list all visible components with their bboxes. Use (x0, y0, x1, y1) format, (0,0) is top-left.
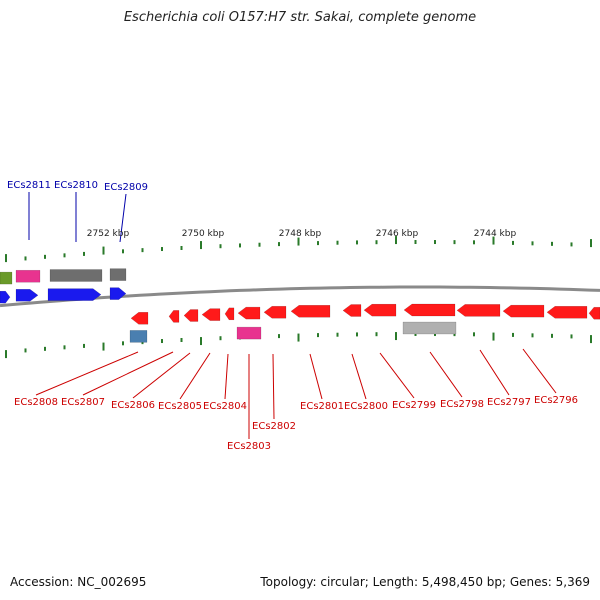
leader-line (379, 352, 415, 399)
reverse-gene-label: ECs2796 (534, 395, 578, 406)
gene-feature (168, 310, 180, 323)
position-labels: 2752 kbp 2750 kbp 2748 kbp 2746 kbp 2744 kbp (87, 229, 517, 239)
leader-line (119, 193, 127, 243)
gene-feature (109, 287, 127, 300)
gene-feature (363, 303, 397, 317)
position-label: 2752 kbp (87, 229, 130, 239)
gene-feature (15, 269, 41, 283)
reverse-gene-label: ECs2806 (111, 400, 155, 411)
label-leader-lines (28, 192, 557, 439)
gene-feature (546, 306, 588, 319)
reverse-gene-label: ECs2807 (61, 397, 105, 408)
gene-feature (15, 289, 39, 302)
position-label: 2748 kbp (279, 229, 322, 239)
gene-labels: ECs2811 ECs2810 ECs2809 ECs2808 ECs2807 ECs28… (7, 180, 578, 452)
gene-feature (290, 305, 331, 318)
reverse-gene-label: ECs2800 (344, 401, 388, 412)
position-label: 2744 kbp (474, 229, 517, 239)
tick-row-top (5, 236, 592, 263)
reverse-gene-label: ECs2798 (440, 399, 484, 410)
leader-line (179, 352, 211, 400)
leader-line (479, 349, 510, 396)
gene-feature (237, 306, 261, 320)
gene-feature (403, 303, 456, 317)
reverse-gene-label: ECs2808 (14, 397, 58, 408)
gene-feature (236, 326, 262, 340)
leader-line (522, 348, 557, 394)
leader-line (309, 353, 323, 400)
gene-feature (342, 304, 362, 317)
leader-line (429, 351, 463, 398)
reverse-gene-label: ECs2804 (203, 401, 247, 412)
reverse-gene-label: ECs2803 (227, 441, 271, 452)
gene-feature (47, 288, 102, 301)
genome-summary-text: Topology: circular; Length: 5,498,450 bp… (260, 575, 590, 589)
backbone-line (0, 285, 600, 308)
gene-feature (0, 271, 13, 285)
leader-line (272, 353, 275, 420)
gene-feature (263, 305, 287, 319)
reverse-gene-label: ECs2797 (487, 397, 531, 408)
gene-feature (49, 269, 103, 282)
position-label: 2750 kbp (182, 229, 225, 239)
gene-feature (130, 312, 149, 325)
map-title: Escherichia coli O157:H7 str. Sakai, com… (123, 10, 477, 25)
reverse-gene-label: ECs2802 (252, 421, 296, 432)
gene-feature (183, 309, 199, 322)
forward-gene-label: ECs2809 (104, 182, 148, 193)
tick-row-bottom (5, 332, 592, 359)
reverse-gene-label: ECs2805 (158, 401, 202, 412)
gene-features (0, 268, 600, 343)
gene-feature (201, 308, 221, 321)
leader-line (132, 352, 191, 399)
leader-line (35, 351, 139, 396)
gene-feature (0, 290, 11, 304)
accession-text: Accession: NC_002695 (10, 575, 147, 589)
gene-feature (456, 304, 501, 317)
forward-gene-label: ECs2811 (7, 180, 51, 191)
gene-feature (588, 306, 600, 320)
forward-gene-label: ECs2810 (54, 180, 98, 191)
gene-feature (402, 321, 457, 335)
gene-feature (129, 330, 148, 343)
leader-line (224, 353, 229, 400)
reverse-gene-label: ECs2799 (392, 400, 436, 411)
genome-backbone (0, 285, 600, 308)
position-label: 2746 kbp (376, 229, 419, 239)
gene-feature (224, 307, 235, 321)
leader-line (82, 351, 174, 396)
gene-feature (109, 268, 127, 281)
gene-feature (502, 304, 545, 318)
leader-line (351, 353, 367, 400)
reverse-gene-label: ECs2801 (300, 401, 344, 412)
